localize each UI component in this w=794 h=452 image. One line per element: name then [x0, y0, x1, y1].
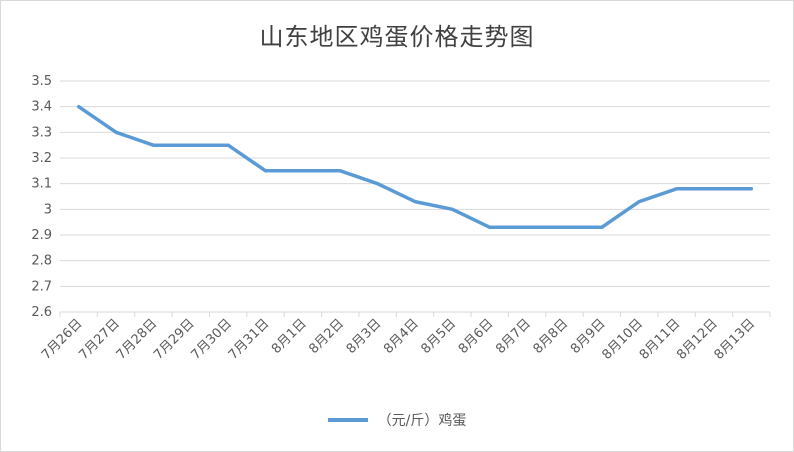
y-tick-label: 3.3: [31, 125, 52, 140]
legend-label: （元/斤）鸡蛋: [377, 413, 467, 429]
data-point: [376, 182, 380, 186]
y-tick-label: 3: [44, 202, 52, 217]
data-point: [114, 130, 118, 134]
x-tick-label: 8月3日: [344, 316, 385, 357]
y-tick-label: 3.4: [31, 100, 52, 115]
data-point: [525, 225, 529, 229]
x-axis-ticks: 7月26日7月27日7月28日7月29日7月30日7月31日8月1日8月2日8月…: [39, 316, 758, 363]
data-point: [189, 143, 193, 147]
y-tick-label: 3.1: [31, 177, 52, 192]
x-tick-label: 7月31日: [226, 316, 273, 363]
x-tick-label: 8月11日: [637, 316, 684, 363]
data-point: [637, 200, 641, 204]
x-tick-label: 7月26日: [39, 316, 86, 363]
data-point: [301, 169, 305, 173]
data-point: [77, 105, 81, 109]
data-point: [338, 169, 342, 173]
data-point: [600, 225, 604, 229]
x-tick-label: 7月28日: [114, 316, 161, 363]
x-tick-label: 8月4日: [381, 316, 422, 357]
data-point: [712, 187, 716, 191]
x-tick-label: 7月29日: [151, 316, 198, 363]
x-tick-label: 8月8日: [531, 316, 572, 357]
x-tick-label: 8月6日: [456, 316, 497, 357]
data-point: [226, 143, 230, 147]
x-tick-label: 8月1日: [269, 316, 310, 357]
data-point: [675, 187, 679, 191]
y-axis-ticks: 2.6 2.7 2.8 2.9 3 3.1 3.2 3.3 3.4 3.5: [31, 74, 52, 320]
x-tick-label: 8月2日: [306, 316, 347, 357]
gridlines: [59, 80, 771, 317]
x-tick-label: 8月7日: [493, 316, 534, 357]
y-tick-label: 3.2: [31, 151, 52, 166]
x-tick-label: 8月10日: [599, 316, 646, 363]
data-point: [264, 169, 268, 173]
y-tick-label: 2.9: [31, 228, 52, 243]
legend-swatch: [327, 418, 368, 422]
data-point: [562, 225, 566, 229]
y-tick-label: 2.8: [31, 254, 52, 269]
data-point: [450, 207, 454, 211]
x-tick-label: 8月5日: [419, 316, 460, 357]
data-point: [151, 143, 155, 147]
data-point: [749, 187, 753, 191]
x-tick-label: 8月13日: [712, 316, 759, 363]
x-tick-label: 7月30日: [188, 316, 235, 363]
y-tick-label: 2.6: [31, 305, 52, 320]
chart-title: 山东地区鸡蛋价格走势图: [259, 23, 535, 51]
y-tick-label: 2.7: [31, 279, 52, 294]
x-tick-label: 7月27日: [76, 316, 123, 363]
data-point: [413, 200, 417, 204]
series-layer: [76, 104, 754, 230]
data-point: [488, 225, 492, 229]
x-tick-label: 8月12日: [674, 316, 721, 363]
legend: （元/斤）鸡蛋: [1, 410, 793, 430]
y-tick-label: 3.5: [31, 74, 52, 89]
